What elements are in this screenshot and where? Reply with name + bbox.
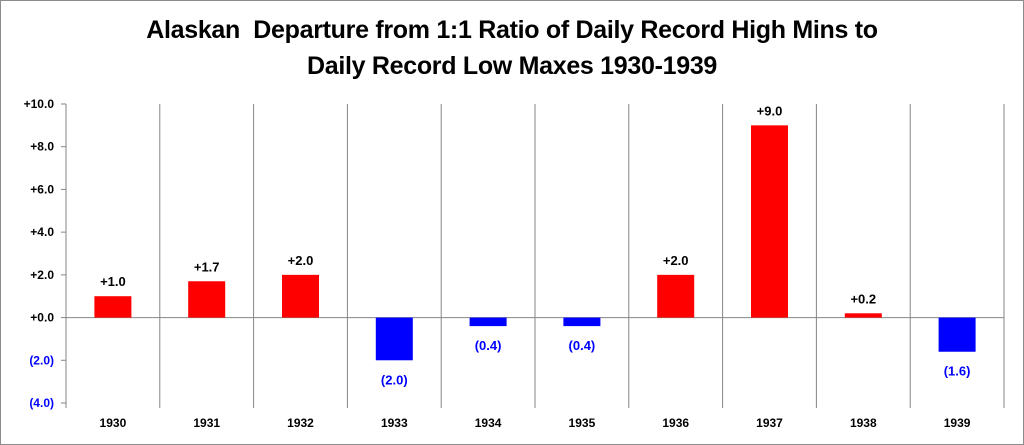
data-label: (2.0) xyxy=(381,372,408,387)
data-labels: +1.0 +1.7 +2.0 (2.0) (0.4) (0.4) +2.0 +9.0 +0.2 (… xyxy=(100,103,970,387)
bars xyxy=(94,125,976,361)
data-label: (0.4) xyxy=(569,338,596,353)
x-tick-label: 1936 xyxy=(662,416,689,430)
x-tick-label: 1933 xyxy=(381,416,408,430)
y-tick-label: +2.0 xyxy=(30,268,54,282)
bar xyxy=(563,317,601,327)
bar xyxy=(188,281,226,318)
data-label: +1.7 xyxy=(194,259,220,274)
bar xyxy=(751,125,788,318)
x-tick-label: 1939 xyxy=(944,416,971,430)
data-label: (1.6) xyxy=(944,364,971,379)
bar xyxy=(844,313,882,318)
y-tick-label: +6.0 xyxy=(30,182,54,196)
bar xyxy=(282,274,319,318)
data-label: +2.0 xyxy=(663,253,689,268)
y-axis: +10.0 +8.0 +6.0 +4.0 +2.0 +0.0 (2.0) (4.0) xyxy=(24,97,67,410)
data-label: +2.0 xyxy=(288,253,314,268)
y-tick-label: +4.0 xyxy=(30,225,54,239)
y-tick-label: (2.0) xyxy=(29,353,54,367)
x-tick-label: 1935 xyxy=(569,416,596,430)
y-tick-label: +0.0 xyxy=(30,311,54,325)
x-tick-label: 1931 xyxy=(193,416,220,430)
y-tick-label: (4.0) xyxy=(29,396,54,410)
chart-title: Alaskan Departure from 1:1 Ratio of Dail… xyxy=(0,12,1024,84)
x-tick-label: 1930 xyxy=(100,416,127,430)
x-axis: 1930 1931 1932 1933 1934 1935 1936 1937 1938 1939 xyxy=(65,104,1005,430)
x-tick-label: 1938 xyxy=(850,416,877,430)
bar xyxy=(938,317,976,352)
bar xyxy=(469,317,507,327)
x-tick-label: 1937 xyxy=(756,416,783,430)
data-label: +9.0 xyxy=(757,103,783,118)
x-tick-label: 1934 xyxy=(475,416,502,430)
chart-title-line-1: Alaskan Departure from 1:1 Ratio of Dail… xyxy=(146,16,878,44)
data-label: +1.0 xyxy=(100,274,126,289)
x-tick-label: 1932 xyxy=(287,416,314,430)
bar xyxy=(375,317,413,361)
chart-title-line-2: Daily Record Low Maxes 1930-1939 xyxy=(306,52,718,80)
bar xyxy=(657,274,695,318)
y-tick-label: +10.0 xyxy=(24,97,55,111)
bar xyxy=(94,296,132,318)
y-tick-label: +8.0 xyxy=(30,140,54,154)
data-label: (0.4) xyxy=(475,338,502,353)
data-label: +0.2 xyxy=(850,291,876,306)
